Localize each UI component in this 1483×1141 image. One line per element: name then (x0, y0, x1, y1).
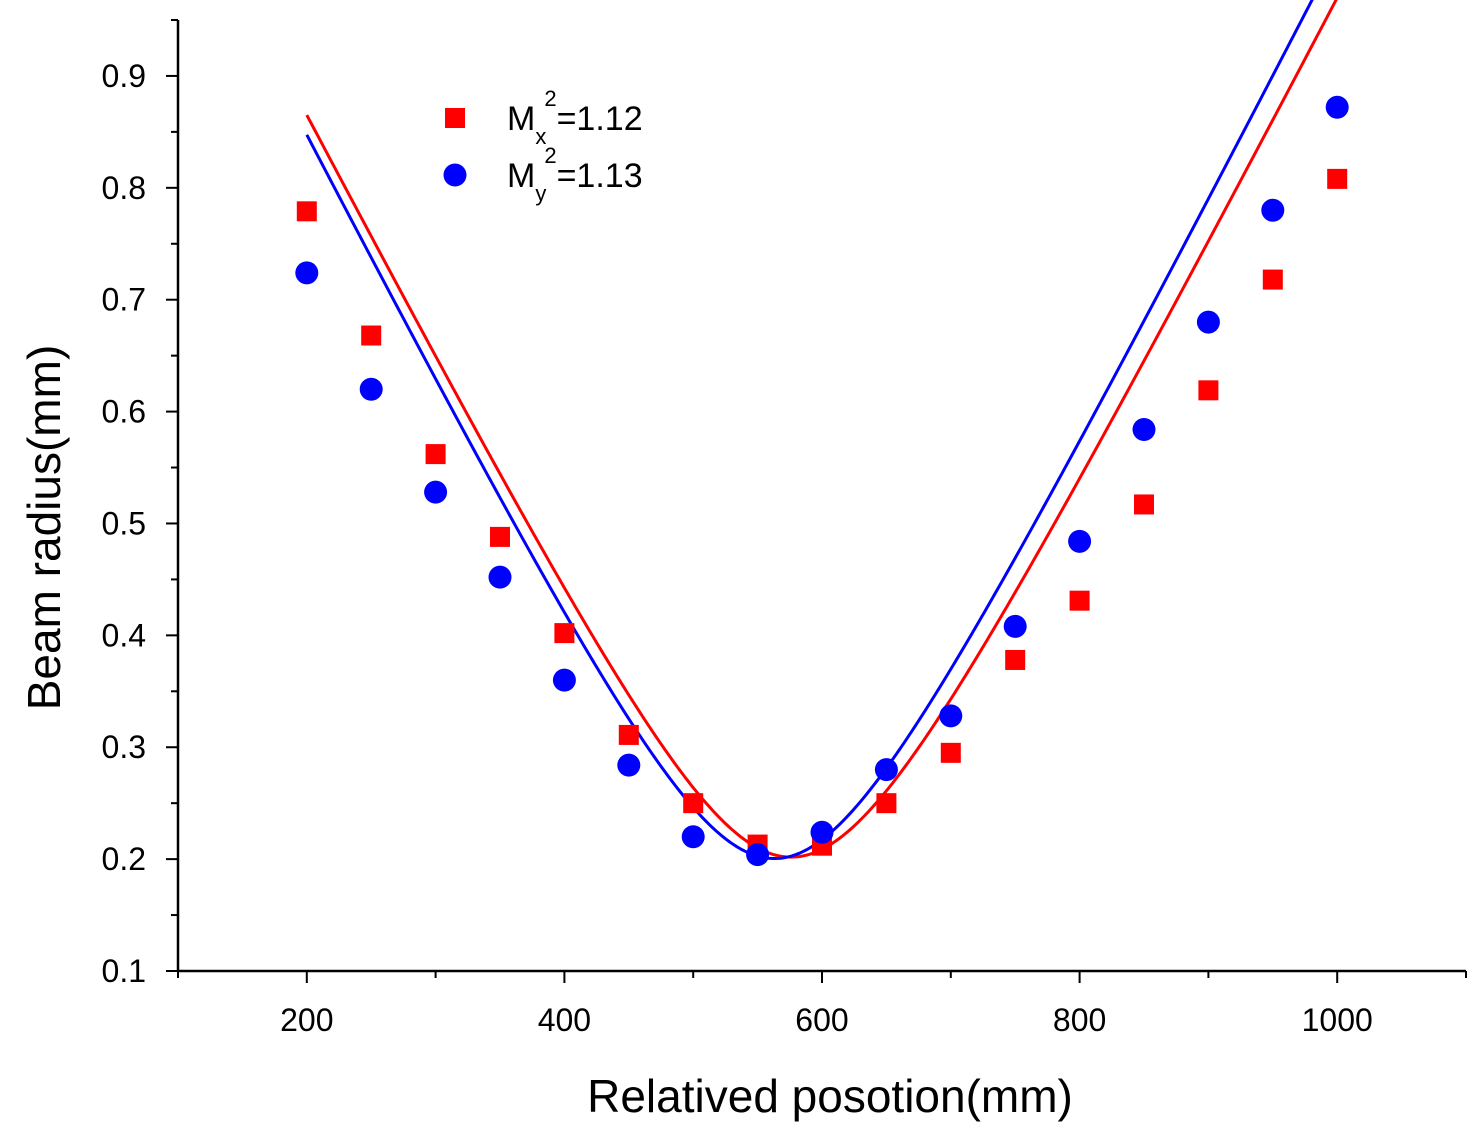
x-ticks: 200 400 600 800 1000 (177, 971, 1467, 1038)
data-point-x (1005, 649, 1026, 670)
data-point-y (295, 261, 319, 285)
data-point-y (939, 704, 963, 728)
data-point-y (488, 565, 512, 589)
x-tick-label: 600 (795, 1002, 848, 1038)
data-point-y (1196, 310, 1220, 334)
x-axis-title: Relatived posotion(mm) (587, 1070, 1073, 1122)
x-tick-label: 400 (538, 1002, 591, 1038)
data-point-x (554, 623, 575, 644)
data-point-y (746, 843, 770, 867)
data-point-x (876, 793, 897, 814)
data-point-x (1069, 590, 1090, 611)
data-point-y (1003, 614, 1027, 638)
data-point-y (874, 758, 898, 782)
data-point-x (490, 526, 510, 547)
legend-label: My2=1.13 (507, 143, 643, 206)
data-point-y (359, 377, 383, 401)
data-point-y (1325, 95, 1349, 119)
data-point-x (361, 325, 382, 346)
data-point-y (424, 480, 448, 504)
data-point-y (1068, 529, 1092, 553)
data-point-y (681, 825, 705, 849)
data-point-x (940, 742, 961, 763)
data-point-x (425, 444, 446, 465)
y-tick-label: 0.6 (102, 394, 146, 430)
x-tick-label: 800 (1053, 1002, 1106, 1038)
data-point-x (1134, 494, 1154, 515)
data-point-y (810, 820, 834, 844)
data-point-y (1261, 198, 1285, 222)
x-tick-label: 200 (280, 1002, 333, 1038)
y-axis-title: Beam radius(mm) (18, 345, 70, 711)
legend-marker-y (443, 163, 467, 187)
y-tick-label: 0.3 (102, 729, 146, 765)
y-tick-label: 0.1 (102, 953, 146, 989)
data-point-y (617, 753, 641, 777)
y-tick-label: 0.9 (102, 58, 146, 94)
y-tick-label: 0.7 (102, 282, 146, 318)
data-point-x (1198, 380, 1219, 401)
data-point-x (683, 793, 704, 814)
data-point-x (618, 724, 639, 745)
data-markers (295, 95, 1349, 867)
x-tick-label: 1000 (1302, 1002, 1373, 1038)
fit-lines (305, 0, 1338, 861)
y-tick-label: 0.2 (102, 841, 146, 877)
y-tick-label: 0.8 (102, 170, 146, 206)
data-point-x (296, 201, 317, 222)
data-point-x (1262, 269, 1283, 290)
fit-curve-y (305, 0, 1314, 861)
y-tick-label: 0.4 (102, 617, 146, 653)
data-point-y (552, 668, 576, 692)
y-tick-label: 0.5 (102, 505, 146, 541)
data-point-y (1132, 417, 1156, 441)
data-point-x (1327, 168, 1348, 189)
legend-label: Mx2=1.12 (507, 86, 643, 149)
y-ticks: 0.1 0.2 0.3 0.4 0.5 0.6 0.7 0.8 0.9 (102, 19, 178, 989)
legend-marker-x (445, 108, 465, 128)
